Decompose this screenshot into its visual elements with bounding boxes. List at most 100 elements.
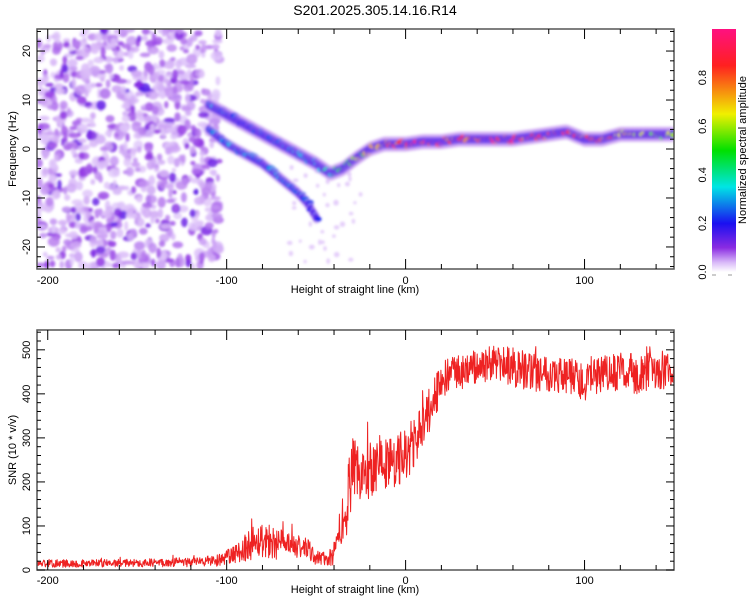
spectrogram-cell (186, 53, 198, 65)
spectrogram-cell (102, 33, 108, 42)
spectrogram-cell (71, 77, 77, 89)
snr-x-tick-label: -200 (37, 575, 59, 587)
spectrogram-cell (98, 160, 108, 169)
spectrogram-cell (147, 64, 155, 76)
spectrogram-cell (173, 157, 181, 168)
spectrogram-cell (75, 212, 81, 222)
spectrogram-cell (148, 242, 157, 254)
spectrogram-cell (125, 166, 134, 177)
spectrogram-cell (158, 159, 166, 165)
spectrogram-cell (113, 49, 118, 57)
spectrogram-cell (207, 247, 212, 257)
spectrogram-cell (198, 40, 207, 45)
spectrogram-cell (100, 29, 109, 36)
spectrogram-cell (204, 222, 214, 230)
spectrogram-cell (188, 174, 193, 180)
spectrogram-cell (97, 88, 102, 99)
snr-y-axis-label: SNR (10 * v/v) (7, 415, 19, 485)
spectrogram-cell (55, 247, 61, 253)
spectrogram-cell (39, 134, 50, 145)
spectrogram-cell (210, 196, 221, 201)
spectrogram-cell (194, 30, 203, 37)
spectrogram-cell (172, 69, 179, 80)
spectrogram-cell (78, 152, 85, 160)
spectrogram-cell (288, 250, 294, 257)
spectrogram-cell (191, 262, 196, 269)
spectrogram-cell (159, 181, 166, 190)
spec-y-tick-label: 10 (21, 94, 33, 106)
spectrogram-cell (74, 251, 83, 263)
spectrogram-cell (333, 251, 340, 258)
spectrogram-cell (68, 253, 76, 258)
spectrogram-cell (121, 43, 131, 49)
spectrogram-cell (138, 227, 148, 235)
colorbar-label: Normalized spectral amplitude (737, 76, 749, 224)
spectrogram-cell (144, 153, 154, 161)
spectrogram-cell (39, 232, 47, 239)
spectrogram-cell (175, 181, 188, 190)
colorbar-tick-label: 0.6 (697, 119, 709, 134)
spectrogram-cell (108, 73, 114, 79)
spec-y-tick-label: -10 (21, 190, 33, 206)
spectrogram-cell (165, 127, 176, 132)
spectrogram-cell (44, 91, 54, 99)
spectrogram-cell (185, 259, 192, 268)
spectrogram-cell (326, 258, 331, 264)
spectrogram-cell (185, 110, 192, 116)
spectrogram-cell (160, 223, 171, 230)
spectrogram-cell (190, 124, 196, 131)
spectrogram-cell (181, 217, 188, 228)
spectrogram-cell (76, 96, 87, 105)
spectrogram-cell (190, 177, 199, 184)
spectrogram-cell (68, 132, 81, 139)
spectrogram-cell (94, 32, 105, 42)
spectrogram-cell (204, 207, 212, 213)
spectrogram-cell (49, 260, 56, 268)
spectrogram-cell (134, 241, 146, 251)
spectrogram-cell (169, 220, 176, 226)
spectrogram-cell (46, 255, 55, 260)
spectrogram-cell (110, 38, 117, 49)
spectrogram-cell (100, 146, 108, 152)
spectrogram-cell (88, 207, 93, 213)
spectrogram-cell (157, 208, 164, 219)
spectrogram-cell (348, 176, 352, 182)
spectrogram-cell (75, 221, 81, 230)
spectrogram-cell (150, 47, 157, 55)
spectrogram-cell (211, 89, 221, 100)
spectrogram-cell (181, 106, 191, 112)
spectrogram-cell (83, 46, 90, 58)
spectrogram-cell (133, 261, 141, 269)
spectrogram-x-tick-labels: -200 -100 0 100 (37, 275, 594, 287)
spectrogram-cell (79, 225, 88, 234)
spectrogram-cell (150, 258, 156, 267)
spectrogram-cell (112, 179, 117, 187)
spectrogram-cell (70, 248, 81, 253)
spectrogram-cell (183, 49, 189, 54)
snr-y-tick-label: 200 (21, 473, 33, 491)
spectrogram-cell (93, 56, 104, 64)
spectrogram-cell (168, 189, 173, 199)
spectrogram-cell (47, 236, 60, 247)
spectrogram-cell (59, 100, 68, 110)
spectrogram-cell (130, 70, 143, 78)
spectrogram-cell (323, 246, 327, 251)
spectrogram-cell (135, 109, 144, 121)
snr-x-ticks (47, 330, 657, 570)
spectrogram-cell (48, 158, 57, 170)
spectrogram-y-ticks (37, 30, 674, 268)
spectrogram-cell (132, 157, 138, 163)
snr-x-tick-labels: -200 -100 0 100 (37, 575, 594, 587)
spectrogram-cell (194, 188, 199, 195)
spectrogram-cell (211, 205, 220, 210)
spectrogram-cell (188, 136, 197, 143)
spectrogram-cell (120, 85, 126, 95)
spectrogram-cell (130, 105, 135, 114)
spectrogram-cell (215, 174, 220, 182)
spectrogram-cell (348, 257, 354, 262)
spectrogram-cell (292, 201, 297, 206)
spectrogram-cell (90, 43, 100, 54)
spectrogram-cell (54, 87, 66, 95)
snr-y-ticks (37, 331, 674, 571)
spectrogram-cell (95, 246, 106, 254)
